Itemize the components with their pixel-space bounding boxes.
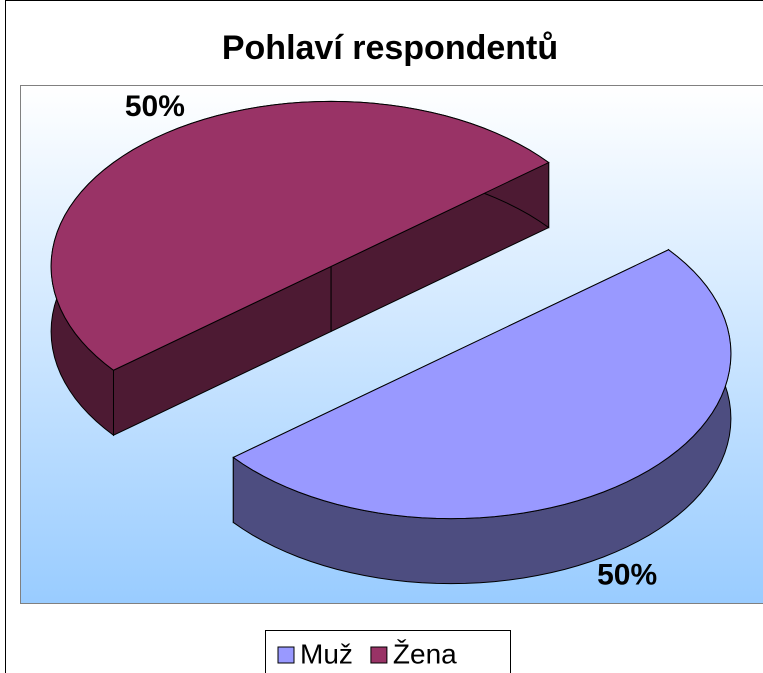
legend-items: Muž Žena (277, 638, 457, 669)
pie-slice (50, 100, 550, 371)
chart-title: Pohlaví respondentů (222, 29, 558, 67)
pie: 50% 50% (50, 90, 732, 592)
legend-swatch (370, 646, 388, 664)
legend-label: Žena (393, 638, 457, 669)
legend-swatch (277, 646, 295, 664)
data-label: 50% (597, 559, 657, 592)
pie-slice (232, 249, 732, 520)
legend (265, 630, 511, 673)
data-label: 50% (125, 90, 185, 123)
legend-label: Muž (300, 638, 353, 669)
